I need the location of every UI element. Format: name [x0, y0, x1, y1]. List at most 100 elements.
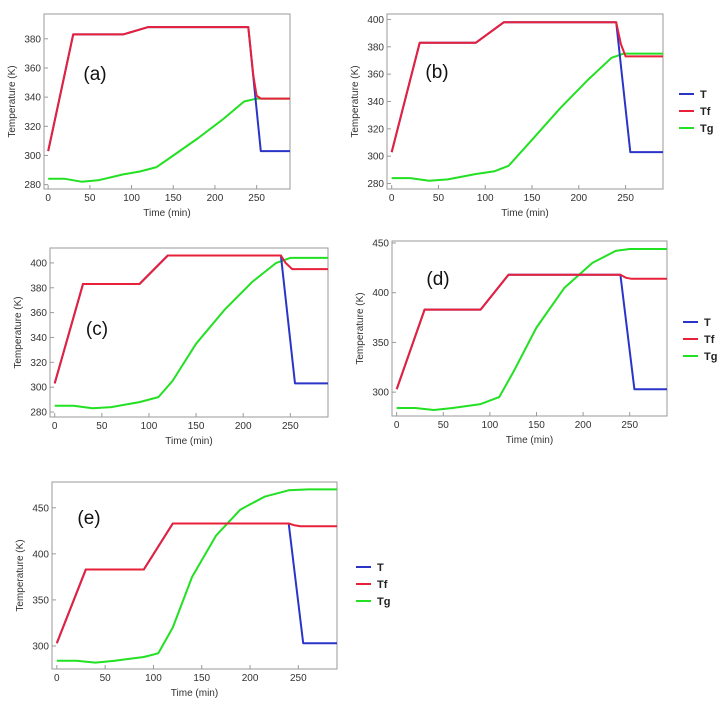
x-tick-label: 100 — [482, 420, 499, 431]
series-line-tg — [54, 256, 328, 410]
legend: T Tf Tg — [683, 317, 717, 363]
y-tick-label: 380 — [24, 34, 41, 45]
y-tick-label: 320 — [30, 358, 47, 369]
chart-panel-3: 0 50 100 150 200 250 280 300 320 340 360 380 400 Time… — [13, 247, 329, 447]
x-tick-label: 0 — [394, 420, 400, 431]
legend-label-tf: Tf — [700, 106, 711, 118]
x-tick-label: 200 — [207, 193, 224, 204]
y-tick-label: 400 — [32, 549, 49, 560]
y-tick-label: 450 — [372, 238, 389, 249]
legend-label-tg: Tg — [377, 596, 390, 608]
series-line-t — [47, 26, 290, 153]
x-axis-label: Time (min) — [501, 208, 548, 219]
plot-frame — [391, 240, 668, 417]
y-tick-label: 450 — [32, 503, 49, 514]
legend: T Tf Tg — [356, 562, 390, 608]
x-tick-label: 150 — [528, 420, 545, 431]
x-tick-label: 200 — [242, 673, 259, 684]
legend-label-tf: Tf — [377, 579, 388, 591]
y-tick-label: 300 — [367, 152, 384, 163]
x-axis-label: Time (min) — [506, 435, 553, 446]
x-tick-label: 0 — [45, 193, 51, 204]
x-axis-label: Time (min) — [171, 688, 218, 699]
x-tick-label: 150 — [524, 193, 541, 204]
series-line-tg — [48, 97, 290, 183]
y-tick-label: 360 — [367, 70, 384, 81]
chart-panel-5: 0 50 100 150 200 250 300 350 400 450 Time (min) Tem… — [15, 481, 390, 699]
plot-frame — [49, 247, 329, 418]
x-tick-label: 250 — [290, 673, 307, 684]
x-tick-label: 0 — [389, 193, 395, 204]
series-line-t — [395, 273, 667, 391]
y-tick-label: 360 — [30, 308, 47, 319]
plot-frame — [51, 481, 338, 670]
y-axis-label: Temperature (K) — [15, 539, 26, 611]
x-tick-label: 250 — [282, 421, 299, 432]
x-tick-label: 100 — [145, 673, 162, 684]
x-tick-label: 150 — [165, 193, 182, 204]
y-tick-label: 280 — [367, 179, 384, 190]
panel-label: (b) — [425, 62, 448, 83]
panel-label: (d) — [426, 269, 449, 290]
x-tick-label: 50 — [100, 673, 112, 684]
x-axis-label: Time (min) — [165, 436, 212, 447]
x-tick-label: 100 — [141, 421, 158, 432]
x-tick-label: 200 — [570, 193, 587, 204]
legend-label-t: T — [704, 317, 711, 329]
series-line-tg — [56, 488, 337, 664]
series-line-tf — [395, 273, 667, 390]
series-line-tg — [396, 248, 667, 411]
series-line-tf — [390, 21, 663, 153]
legend-label-t: T — [700, 89, 707, 101]
legend-label-tg: Tg — [700, 123, 713, 135]
legend-label-tf: Tf — [704, 334, 715, 346]
x-tick-label: 100 — [477, 193, 494, 204]
x-tick-label: 50 — [433, 193, 445, 204]
series-line-tf — [47, 26, 290, 152]
panel-label: (c) — [86, 319, 108, 340]
x-tick-label: 100 — [123, 193, 140, 204]
x-tick-label: 250 — [621, 420, 638, 431]
x-axis-label: Time (min) — [143, 208, 190, 219]
y-tick-label: 350 — [372, 338, 389, 349]
x-tick-label: 150 — [193, 673, 210, 684]
y-axis-label: Temperature (K) — [13, 296, 24, 368]
y-tick-label: 340 — [367, 97, 384, 108]
legend-label-t: T — [377, 562, 384, 574]
y-tick-label: 400 — [30, 258, 47, 269]
series-line-tg — [391, 52, 663, 182]
y-tick-label: 280 — [24, 180, 41, 191]
legend-label-tg: Tg — [704, 351, 717, 363]
x-tick-label: 200 — [235, 421, 252, 432]
series-line-tf — [55, 522, 337, 644]
y-tick-label: 280 — [30, 408, 47, 419]
y-axis-label: Temperature (K) — [355, 292, 366, 364]
chart-panel-2: 0 50 100 150 200 250 280 300 320 340 360 380 400 Time… — [350, 13, 713, 219]
plot-frame — [386, 13, 664, 190]
panel-label: (a) — [83, 64, 106, 85]
series-line-tf — [53, 254, 328, 384]
y-axis-label: Temperature (K) — [7, 65, 18, 137]
plot-frame — [43, 13, 291, 190]
y-tick-label: 300 — [32, 641, 49, 652]
x-tick-label: 150 — [188, 421, 205, 432]
x-tick-label: 50 — [84, 193, 96, 204]
y-tick-label: 380 — [30, 283, 47, 294]
x-tick-label: 0 — [54, 673, 60, 684]
y-tick-label: 380 — [367, 42, 384, 53]
y-tick-label: 320 — [24, 122, 41, 133]
y-tick-label: 300 — [24, 151, 41, 162]
chart-panel-4: 0 50 100 150 200 250 300 350 400 450 Time (min) Tem… — [355, 238, 717, 446]
legend: T Tf Tg — [679, 89, 713, 135]
y-tick-label: 360 — [24, 63, 41, 74]
panel-label: (e) — [77, 508, 100, 529]
x-tick-label: 250 — [617, 193, 634, 204]
x-tick-label: 250 — [248, 193, 265, 204]
x-tick-label: 50 — [438, 420, 450, 431]
y-tick-label: 400 — [367, 15, 384, 26]
y-axis-label: Temperature (K) — [350, 65, 361, 137]
x-tick-label: 50 — [96, 421, 108, 432]
series-line-t — [390, 21, 663, 154]
chart-panel-1: 0 50 100 150 200 250 280 300 320 340 360 380 Time (m… — [7, 13, 291, 219]
